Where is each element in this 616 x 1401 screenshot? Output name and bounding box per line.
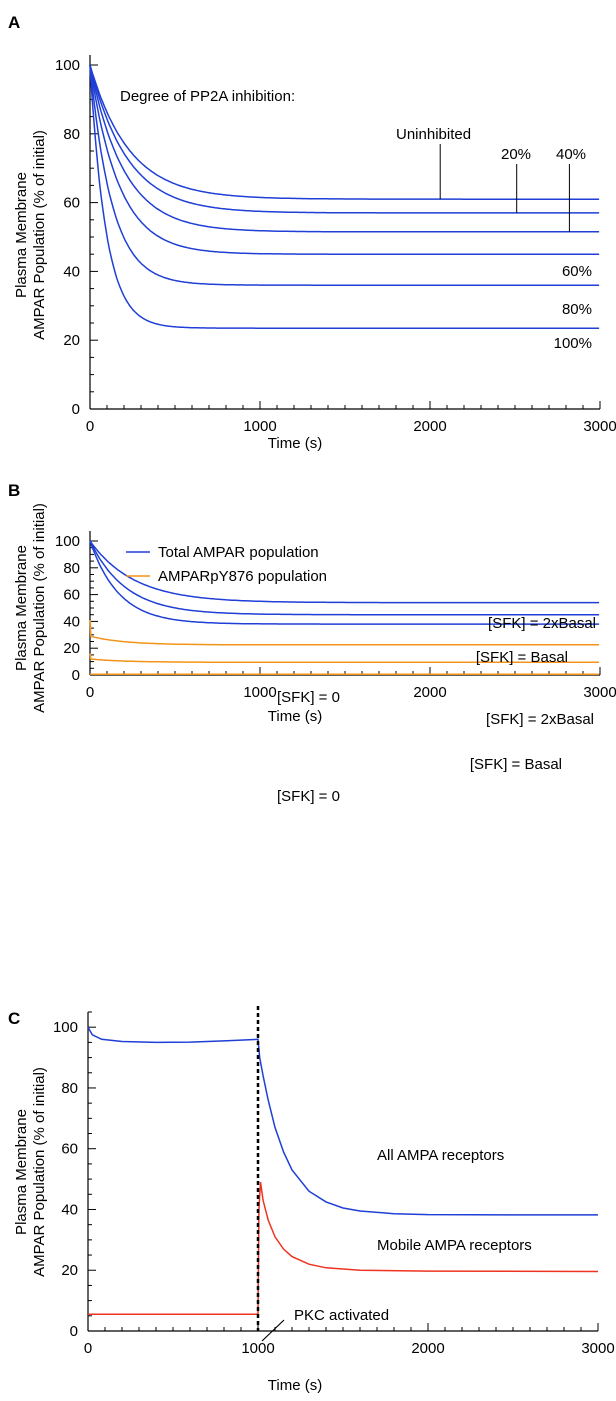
series-line-total-0	[89, 540, 600, 604]
series-line-0	[87, 1026, 598, 1216]
series-label: [SFK] = 2xBasal	[488, 615, 596, 632]
panel-letter: B	[8, 481, 20, 500]
series-line-5	[89, 64, 600, 329]
series-label: All AMPA receptors	[377, 1147, 504, 1164]
series-line-total-2	[89, 540, 600, 625]
y-tick-label: 0	[70, 1323, 78, 1340]
y-tick-label: 80	[63, 560, 80, 577]
x-tick-label: 0	[86, 684, 94, 701]
series-label: Mobile AMPA receptors	[377, 1237, 532, 1254]
series-label: 40%	[556, 146, 586, 163]
y-tick-label: 60	[63, 195, 80, 212]
y-axis-label-line1: Plasma Membrane	[13, 172, 30, 298]
y-tick-label: 20	[61, 1262, 78, 1279]
y-tick-label: 40	[63, 263, 80, 280]
event-leader	[261, 1319, 285, 1342]
series-line-1	[89, 64, 600, 214]
y-tick-label: 0	[72, 667, 80, 684]
y-tick-label: 20	[63, 332, 80, 349]
y-tick-label: 40	[61, 1201, 78, 1218]
annotation-pp2a: Degree of PP2A inhibition:	[120, 88, 295, 105]
y-axis-label-line2: AMPAR Population (% of initial)	[31, 130, 48, 340]
y-tick-label: 0	[72, 401, 80, 418]
y-tick-label: 40	[63, 613, 80, 630]
series-label: 60%	[562, 263, 592, 280]
legend-label: Total AMPAR population	[158, 544, 319, 561]
series-line-py876-3	[89, 620, 600, 646]
event-label: PKC activated	[294, 1307, 389, 1324]
series-label: 80%	[562, 301, 592, 318]
series-line-py876-4	[89, 653, 600, 664]
y-tick-label: 100	[55, 57, 80, 74]
series-line-0	[89, 64, 600, 200]
series-label: [SFK] = 0	[277, 689, 340, 706]
y-axis-label-line2: AMPAR Population (% of initial)	[31, 503, 48, 713]
series-line-2	[89, 64, 600, 233]
panel-b: B 0 1000 2000 3000 0 20 40 60 80 100 Time (s) Plasma…	[8, 481, 616, 805]
y-tick-label: 60	[61, 1141, 78, 1158]
x-tick-label: 2000	[413, 684, 446, 701]
y-tick-label: 80	[61, 1080, 78, 1097]
y-axis-label-line2: AMPAR Population (% of initial)	[31, 1067, 48, 1277]
panel-c: C 0 1000 2000 3000 0 20 40 60 80 100 Time (s) Plasma…	[8, 1006, 615, 1394]
x-axis-label: Time (s)	[268, 435, 322, 452]
x-tick-label: 3000	[583, 684, 616, 701]
series-label: [SFK] = Basal	[470, 756, 562, 773]
x-tick-label: 1000	[243, 684, 276, 701]
y-tick-label: 60	[63, 587, 80, 604]
y-axis-label-line1: Plasma Membrane	[13, 1109, 30, 1235]
x-tick-label: 1000	[243, 418, 276, 435]
legend-label: AMPARpY876 population	[158, 568, 327, 585]
series-line-4	[89, 64, 600, 286]
x-tick-label: 1000	[241, 1340, 274, 1357]
x-tick-label: 3000	[581, 1340, 614, 1357]
y-tick-label: 20	[63, 640, 80, 657]
series-label: [SFK] = 2xBasal	[486, 711, 594, 728]
series-label: Uninhibited	[396, 126, 471, 143]
series-line-3	[89, 64, 600, 255]
series-label: [SFK] = 0	[277, 788, 340, 805]
x-axis-label: Time (s)	[268, 708, 322, 725]
series-label: 100%	[554, 335, 592, 352]
panel-letter: C	[8, 1009, 20, 1028]
x-tick-label: 0	[86, 418, 94, 435]
x-tick-label: 3000	[583, 418, 616, 435]
y-tick-label: 80	[63, 126, 80, 143]
y-axis-label-line1: Plasma Membrane	[13, 545, 30, 671]
panel-letter: A	[8, 13, 20, 32]
x-axis-label: Time (s)	[268, 1377, 322, 1394]
y-tick-label: 100	[55, 533, 80, 550]
x-tick-label: 2000	[411, 1340, 444, 1357]
x-tick-label: 0	[84, 1340, 92, 1357]
series-label: [SFK] = Basal	[476, 649, 568, 666]
x-tick-label: 2000	[413, 418, 446, 435]
panel-a: A 0 1000 2000 3000 0 20 40 60 80 100 Time (s) Plasma…	[8, 13, 616, 452]
y-tick-label: 100	[53, 1019, 78, 1036]
series-label: 20%	[501, 146, 531, 163]
series-line-total-1	[89, 540, 600, 616]
